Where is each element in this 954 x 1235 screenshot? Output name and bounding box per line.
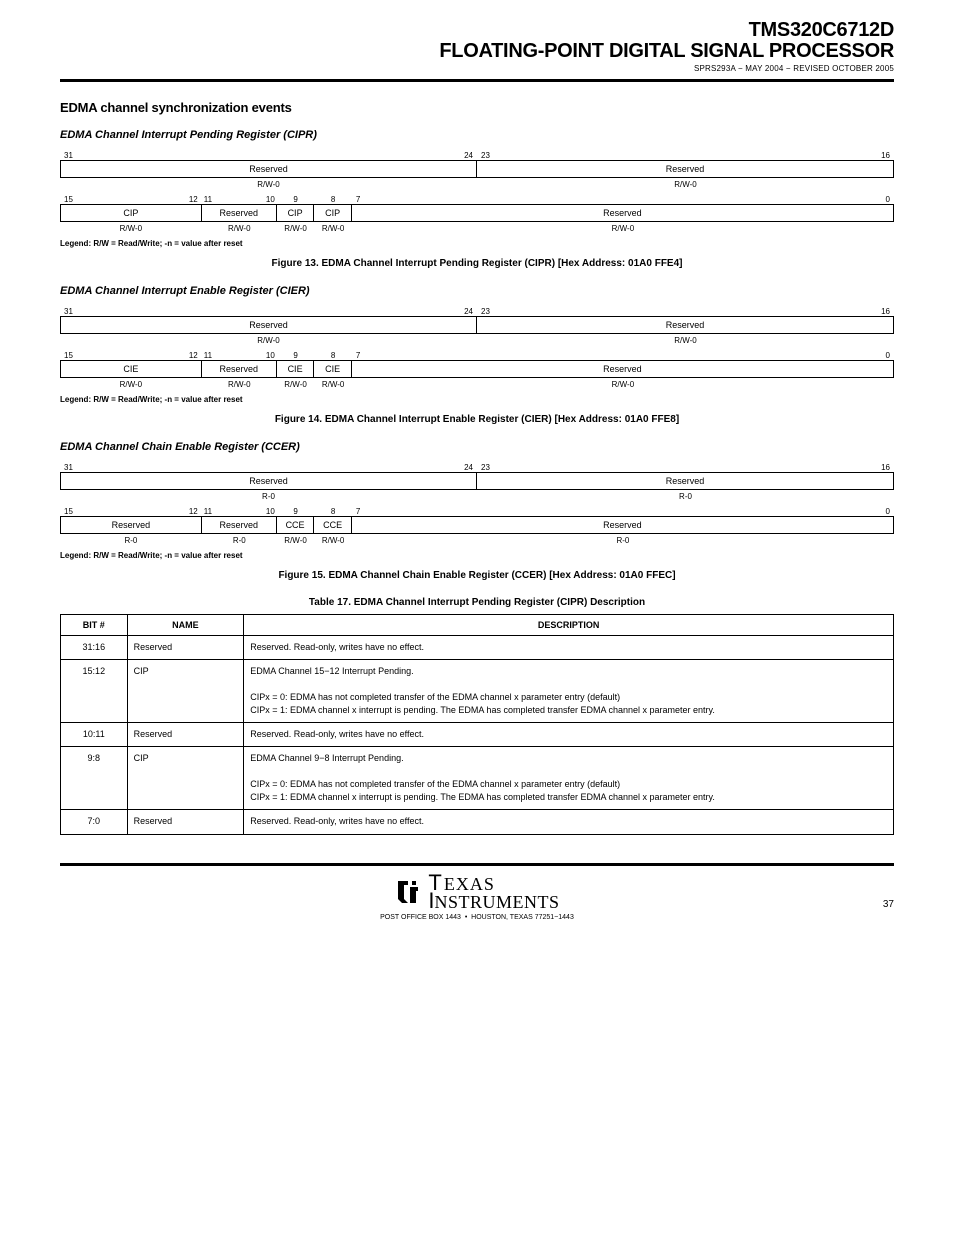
footer-address: POST OFFICE BOX 1443 • HOUSTON, TEXAS 77… (60, 914, 894, 923)
col-bit: BIT # (61, 615, 128, 636)
cipr-diagram: 31 24 23 16 Reserved Reserved R/W-0 R/W-… (60, 149, 894, 248)
doc-title-line1: TMS320C6712D (60, 20, 894, 41)
table-row: 31:16 Reserved Reserved. Read-only, writ… (61, 636, 894, 660)
footer: TEXAS INSTRUMENTS POST OFFICE BOX 1443 •… (60, 863, 894, 910)
cipr-row1-fields: Reserved Reserved (60, 160, 894, 178)
legend: Legend: R/W = Read/Write; -n = value aft… (60, 239, 894, 248)
table-caption: Table 17. EDMA Channel Interrupt Pending… (60, 597, 894, 608)
ccer-heading: EDMA Channel Chain Enable Register (CCER… (60, 441, 894, 453)
section-heading: EDMA channel synchronization events (60, 100, 894, 115)
doc-title-line2: FLOATING-POINT DIGITAL SIGNAL PROCESSOR (60, 41, 894, 62)
col-name: NAME (127, 615, 244, 636)
header-rule (60, 79, 894, 82)
table-row: 7:0 Reserved Reserved. Read-only, writes… (61, 810, 894, 834)
cipr-row1-bitnums: 31 24 23 16 (60, 149, 894, 160)
table-row: 15:12 CIP EDMA Channel 15−12 Interrupt P… (61, 660, 894, 723)
table-row: 10:11 Reserved Reserved. Read-only, writ… (61, 723, 894, 747)
ccer-caption: Figure 15. EDMA Channel Chain Enable Reg… (60, 570, 894, 581)
table-body: 31:16 Reserved Reserved. Read-only, writ… (61, 636, 894, 835)
col-desc: DESCRIPTION (244, 615, 894, 636)
table-row: 9:8 CIP EDMA Channel 9−8 Interrupt Pendi… (61, 747, 894, 810)
ccer-diagram: 31 24 23 16 Reserved Reserved R-0 R-0 15… (60, 461, 894, 560)
cier-caption: Figure 14. EDMA Channel Interrupt Enable… (60, 414, 894, 425)
doc-meta: SPRS293A − MAY 2004 − REVISED OCTOBER 20… (60, 64, 894, 73)
cier-heading: EDMA Channel Interrupt Enable Register (… (60, 285, 894, 297)
cier-diagram: 31 24 23 16 Reserved Reserved R/W-0 R/W-… (60, 305, 894, 404)
cipr-desc-table: BIT # NAME DESCRIPTION 31:16 Reserved Re… (60, 614, 894, 835)
cipr-heading: EDMA Channel Interrupt Pending Register … (60, 129, 894, 141)
cipr-caption: Figure 13. EDMA Channel Interrupt Pendin… (60, 258, 894, 269)
doc-header: TMS320C6712D FLOATING-POINT DIGITAL SIGN… (60, 20, 894, 73)
cipr-row2-fields: CIP Reserved CIP CIP Reserved (60, 204, 894, 222)
